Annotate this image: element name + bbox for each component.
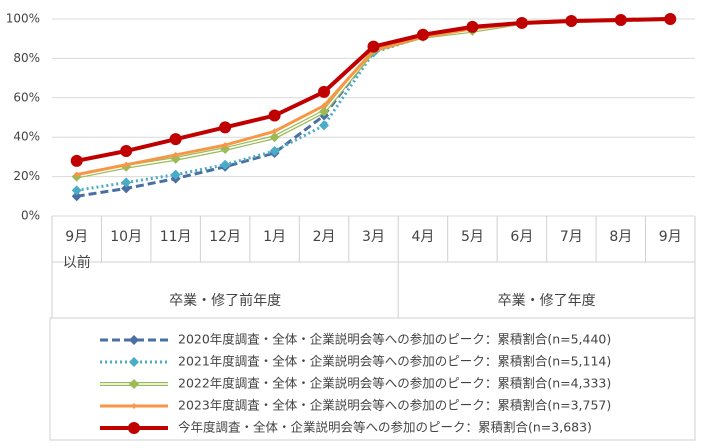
y-tick-label: 100% (6, 12, 40, 26)
marker (466, 20, 479, 33)
marker (614, 13, 627, 26)
legend-label: 今年度調査・全体・企業説明会等への参加のピーク：累積割合(n=3,683) (178, 420, 592, 435)
group-label: 卒業・修了年度 (497, 293, 596, 309)
marker (269, 132, 280, 143)
group-label: 卒業・修了前年度 (169, 293, 282, 309)
y-tick-label: 20% (13, 169, 40, 183)
legend-marker (129, 357, 139, 367)
marker (73, 171, 80, 178)
marker (515, 16, 528, 29)
y-tick-label: 0% (21, 209, 40, 223)
marker (268, 109, 281, 122)
legend-label: 2020年度調査・全体・企業説明会等への参加のピーク：累積割合(n=5,440) (178, 332, 611, 347)
marker (120, 144, 133, 157)
y-tick-label: 60% (13, 90, 40, 104)
x-tick-label: 1月 (263, 229, 287, 245)
series-line (76, 17, 671, 163)
x-tick-label: 7月 (559, 229, 583, 245)
y-tick-label: 80% (13, 51, 40, 65)
legend-label: 2023年度調査・全体・企業説明会等への参加のピーク：累積割合(n=3,757) (178, 398, 611, 413)
x-tick-label: 6月 (510, 229, 534, 245)
marker (321, 102, 328, 109)
x-tick-label: 11月 (159, 229, 192, 245)
marker (664, 13, 677, 25)
y-tick-label: 40% (13, 130, 40, 144)
marker (169, 133, 182, 146)
x-tick-label: 2月 (312, 229, 336, 245)
marker (71, 185, 82, 196)
legend-label: 2021年度調査・全体・企業説明会等への参加のピーク：累積割合(n=5,114) (178, 354, 611, 369)
legend-box (49, 317, 696, 441)
marker (319, 120, 330, 131)
marker (121, 183, 132, 194)
marker (318, 85, 331, 98)
legend-marker (129, 335, 139, 345)
marker (565, 14, 578, 27)
marker (170, 169, 181, 180)
marker (219, 121, 232, 134)
marker (271, 128, 278, 135)
marker (222, 142, 229, 149)
x-tick-label: 12月 (209, 229, 242, 245)
marker (367, 40, 380, 53)
legend-marker (128, 422, 140, 434)
marker (70, 154, 83, 167)
marker (71, 191, 82, 202)
marker (121, 177, 132, 188)
legend-marker (129, 379, 139, 389)
legend-marker (131, 403, 137, 409)
legend-label: 2022年度調査・全体・企業説明会等への参加のピーク：累積割合(n=4,333) (178, 376, 611, 391)
x-tick-label: 10月 (110, 229, 143, 245)
x-tick-label: 9月 以前 (62, 229, 91, 271)
x-tick-label: 4月 (411, 229, 435, 245)
marker (123, 161, 130, 168)
x-tick-label: 5月 (460, 229, 484, 245)
marker (269, 145, 280, 156)
x-tick-label: 3月 (362, 229, 385, 245)
marker (220, 159, 231, 170)
x-tick-label: 9月 (658, 229, 682, 245)
marker (319, 106, 330, 117)
marker (416, 28, 429, 41)
marker (172, 151, 179, 158)
x-tick-label: 8月 (609, 229, 633, 245)
